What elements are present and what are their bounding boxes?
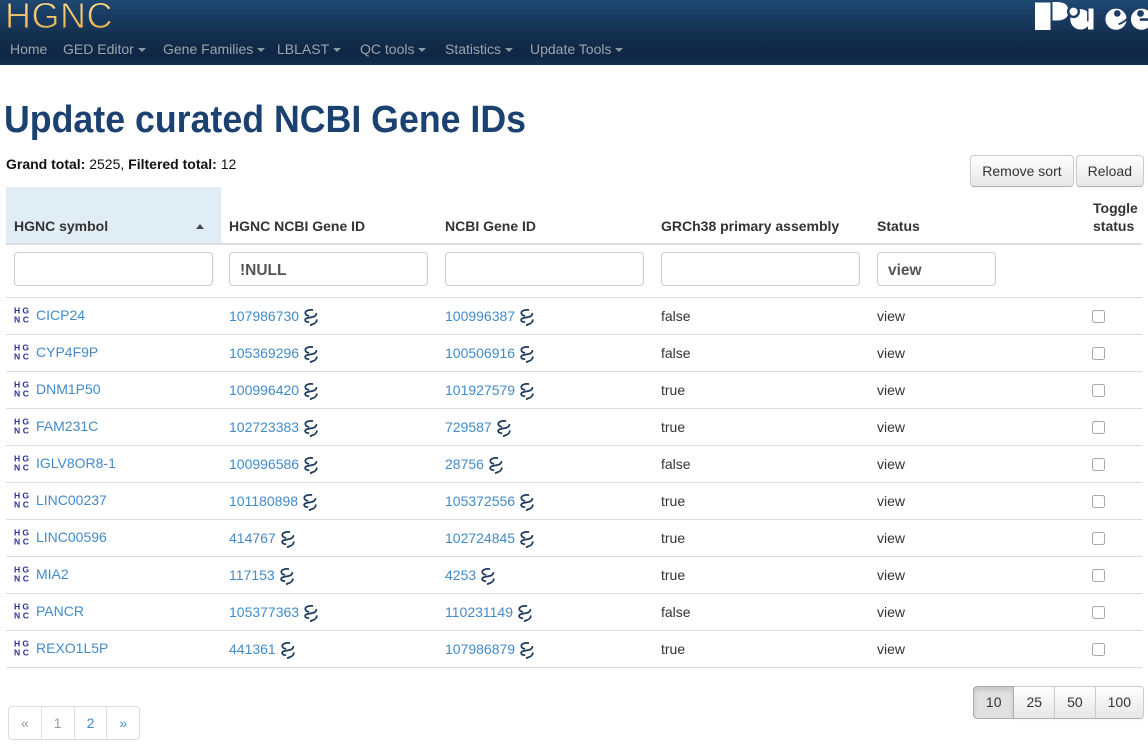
svg-text:HG: HG: [14, 417, 29, 427]
svg-text:HGNC: HGNC: [5, 0, 113, 33]
svg-text:HG: HG: [14, 306, 29, 316]
svg-text:NC: NC: [14, 462, 29, 471]
svg-text:HG: HG: [14, 454, 29, 464]
svg-text:NC: NC: [14, 351, 29, 360]
svg-text:NC: NC: [14, 610, 29, 619]
svg-text:NC: NC: [14, 647, 29, 656]
svg-text:HG: HG: [14, 565, 29, 575]
svg-text:HG: HG: [14, 528, 29, 538]
svg-text:NC: NC: [14, 499, 29, 508]
svg-text:NC: NC: [14, 573, 29, 582]
svg-text:NC: NC: [14, 388, 29, 397]
svg-text:HG: HG: [14, 491, 29, 501]
svg-text:HG: HG: [14, 639, 29, 649]
svg-text:NC: NC: [14, 425, 29, 434]
svg-text:NC: NC: [14, 314, 29, 323]
svg-text:HG: HG: [14, 343, 29, 353]
svg-text:NC: NC: [14, 536, 29, 545]
svg-text:HG: HG: [14, 380, 29, 390]
svg-text:HG: HG: [14, 602, 29, 612]
